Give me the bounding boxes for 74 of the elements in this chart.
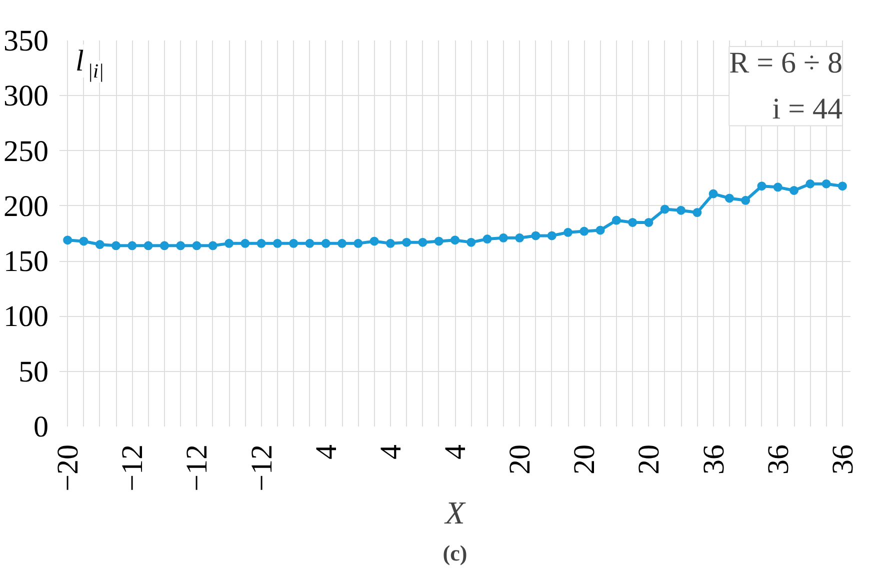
x-tick-label: −12 — [180, 444, 214, 492]
point — [208, 241, 218, 250]
point — [806, 179, 815, 188]
y-tick-label: 200 — [4, 190, 48, 223]
point — [370, 236, 379, 246]
text: (c) — [442, 540, 468, 566]
point — [321, 238, 330, 248]
point — [790, 186, 798, 195]
point — [773, 182, 782, 192]
y-tick-label: 0 — [34, 410, 48, 444]
point — [644, 218, 654, 227]
x-tick-label: 20 — [568, 444, 602, 474]
point — [724, 194, 734, 203]
x-axis-title: X — [443, 494, 466, 530]
point — [224, 238, 234, 248]
point — [79, 236, 88, 246]
point — [708, 189, 718, 198]
point — [628, 218, 638, 227]
x-tick-label: 4 — [374, 444, 408, 460]
point — [482, 234, 492, 244]
point — [272, 238, 282, 248]
point — [305, 238, 314, 248]
point — [450, 236, 460, 245]
point — [498, 233, 508, 242]
y-tick-label: 250 — [4, 134, 48, 168]
annotation: i = 44 — [772, 92, 843, 126]
point — [354, 238, 363, 248]
point — [838, 182, 847, 191]
point — [289, 238, 298, 248]
point — [95, 240, 104, 250]
point — [741, 196, 750, 205]
point — [676, 206, 686, 215]
point — [822, 179, 831, 188]
point — [192, 241, 202, 250]
point — [176, 241, 186, 250]
point — [434, 236, 444, 246]
y-tick-label: 50 — [18, 355, 48, 388]
point — [531, 231, 540, 240]
point — [112, 241, 120, 250]
point — [515, 233, 524, 242]
y-tick-label: 300 — [4, 80, 48, 113]
point — [160, 241, 169, 250]
point — [402, 238, 412, 247]
point — [256, 238, 266, 248]
point — [338, 238, 346, 248]
point — [547, 231, 556, 240]
point — [240, 238, 250, 248]
annotation: R = 6 ÷ 8 — [729, 46, 843, 80]
x-tick-label: 4 — [310, 444, 343, 460]
x-tick-label: −12 — [116, 444, 150, 492]
y-tick-label: 350 — [4, 24, 48, 58]
x-tick-label: 20 — [504, 444, 537, 474]
point — [63, 236, 72, 245]
x-tick-label: 36 — [762, 444, 795, 474]
point — [128, 241, 137, 250]
y-tick-label: 150 — [4, 245, 48, 278]
x-tick-label: 4 — [439, 444, 472, 460]
point — [612, 216, 621, 225]
x-tick-label: 20 — [632, 444, 666, 474]
x-tick-label: −20 — [52, 444, 85, 492]
point — [596, 226, 605, 235]
point — [466, 238, 476, 247]
point — [144, 241, 153, 250]
point — [386, 238, 395, 248]
point — [580, 226, 589, 236]
point — [418, 238, 428, 247]
point — [660, 204, 670, 214]
x-tick-label: 36 — [697, 444, 730, 474]
x-tick-label: 36 — [826, 444, 860, 474]
point — [564, 228, 572, 237]
y-tick-label: 100 — [4, 300, 48, 334]
point — [692, 208, 702, 218]
x-tick-label: −12 — [245, 444, 278, 492]
point — [757, 182, 766, 191]
